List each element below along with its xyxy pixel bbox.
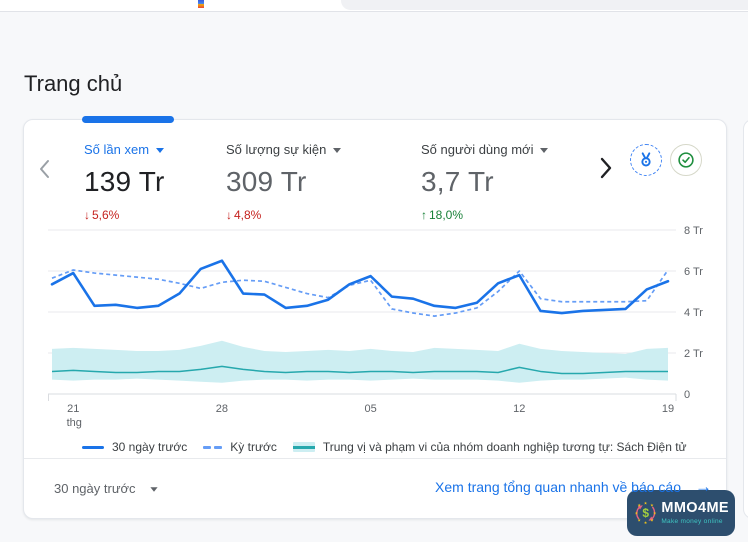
- medal-icon: [641, 152, 651, 167]
- top-bar: [0, 0, 748, 12]
- svg-text:0: 0: [684, 389, 690, 401]
- cutoff-favicon-glyph: [198, 0, 204, 8]
- dashed-line-swatch: [203, 445, 223, 449]
- benchmark-badge-button[interactable]: [630, 144, 662, 176]
- svg-text:21: 21: [67, 403, 79, 415]
- next-card-edge: [743, 119, 748, 519]
- svg-text:05: 05: [364, 403, 376, 415]
- date-range-dropdown[interactable]: 30 ngày trước: [54, 481, 158, 496]
- arrow-down-icon: ↓: [84, 208, 90, 222]
- svg-text:12: 12: [513, 403, 525, 415]
- metric-label: Số người dùng mới: [421, 142, 534, 157]
- legend-label: Trung vị và phạm vi của nhóm doanh nghiệ…: [322, 440, 687, 454]
- chevron-down-icon: [156, 148, 165, 153]
- reports-snapshot-link-label: Xem trang tổng quan nhanh về báo cáo: [435, 479, 681, 495]
- chevron-down-icon: [333, 148, 342, 153]
- metric-events: Số lượng sự kiện 309 Tr ↓ 4,8%: [226, 142, 342, 222]
- dollar-glyph: $: [642, 506, 649, 520]
- arrow-down-icon: ↓: [226, 208, 232, 222]
- legend-item-previous: Kỳ trước: [203, 440, 277, 454]
- dollar-stars-icon: ★ ★ ★ ★ ★ ★ ★ ★ $: [635, 501, 657, 526]
- watermark-subtitle: Make money online: [661, 518, 723, 525]
- metric-selector-views[interactable]: Số lần xem: [84, 142, 165, 157]
- search-bar[interactable]: [341, 0, 748, 10]
- metric-label: Số lần xem: [84, 142, 150, 157]
- page-title: Trang chủ: [24, 70, 123, 96]
- chevron-left-icon: [40, 160, 49, 178]
- svg-text:28: 28: [216, 403, 228, 415]
- svg-text:6 Tr: 6 Tr: [684, 266, 703, 278]
- chevron-down-icon: [540, 148, 549, 153]
- svg-text:★: ★: [653, 510, 657, 515]
- watermark-title: MMO4ME: [661, 500, 729, 516]
- arrow-right-icon: →: [695, 477, 712, 496]
- svg-text:★: ★: [644, 520, 648, 525]
- svg-text:thg: thg: [67, 417, 82, 429]
- metric-delta-1: ↓ 4,8%: [226, 208, 262, 222]
- svg-text:★: ★: [637, 503, 641, 508]
- metric-value: 309 Tr: [226, 166, 307, 197]
- mmo4me-watermark: ★ ★ ★ ★ ★ ★ ★ ★ $ MMO4ME Make money onli…: [627, 490, 735, 536]
- chevron-right-icon: [600, 157, 612, 179]
- metric-label: Số lượng sự kiện: [226, 142, 327, 157]
- metric-selector-new-users[interactable]: Số người dùng mới: [421, 142, 549, 157]
- overview-card: Số lần xem 139 Tr ↓ 5,6% Số lượng sự kiện…: [23, 116, 727, 519]
- svg-text:2 Tr: 2 Tr: [684, 348, 703, 360]
- previous-metrics-button[interactable]: [34, 156, 56, 185]
- svg-text:★: ★: [635, 510, 639, 515]
- chevron-down-icon: [149, 487, 158, 492]
- card-footer: 30 ngày trước Xem trang tổng quan nhanh …: [24, 458, 726, 518]
- svg-text:★: ★: [644, 501, 648, 506]
- svg-text:★: ★: [637, 517, 641, 522]
- metric-views: Số lần xem 139 Tr ↓ 5,6%: [84, 142, 165, 222]
- legend-item-benchmark: Trung vị và phạm vi của nhóm doanh nghiệ…: [292, 440, 687, 454]
- metric-value: 3,7 Tr: [421, 166, 494, 197]
- arrow-up-icon: ↑: [421, 208, 427, 222]
- reports-snapshot-link[interactable]: Xem trang tổng quan nhanh về báo cáo →: [435, 477, 712, 496]
- band-swatch: [292, 442, 315, 452]
- svg-text:4 Tr: 4 Tr: [684, 307, 703, 319]
- svg-text:19: 19: [662, 403, 674, 415]
- svg-text:★: ★: [650, 503, 654, 508]
- next-metrics-button[interactable]: [594, 154, 616, 185]
- metric-new-users: Số người dùng mới 3,7 Tr ↑ 18,0%: [421, 142, 549, 222]
- metric-delta-0: ↓ 5,6%: [84, 208, 120, 222]
- date-range-label: 30 ngày trước: [54, 481, 136, 496]
- svg-text:★: ★: [650, 517, 654, 522]
- legend-label: 30 ngày trước: [112, 440, 188, 454]
- check-circle-icon: [678, 152, 694, 168]
- trend-line-chart: 8 Tr 6 Tr 4 Tr 2 Tr 0 21 thg 28 05 12 19: [48, 225, 703, 429]
- solid-line-swatch: [82, 445, 104, 449]
- metric-delta-2: ↑ 18,0%: [421, 208, 464, 222]
- svg-text:8 Tr: 8 Tr: [684, 225, 703, 237]
- metric-selector-events[interactable]: Số lượng sự kiện: [226, 142, 342, 157]
- legend-label: Kỳ trước: [230, 440, 277, 454]
- chart-legend: 30 ngày trước Kỳ trước Trung vị và phạm …: [82, 440, 687, 454]
- card-carousel-scrollbar[interactable]: [82, 116, 174, 123]
- metric-value: 139 Tr: [84, 166, 165, 197]
- data-quality-button[interactable]: [670, 144, 702, 176]
- legend-item-current: 30 ngày trước: [82, 440, 187, 454]
